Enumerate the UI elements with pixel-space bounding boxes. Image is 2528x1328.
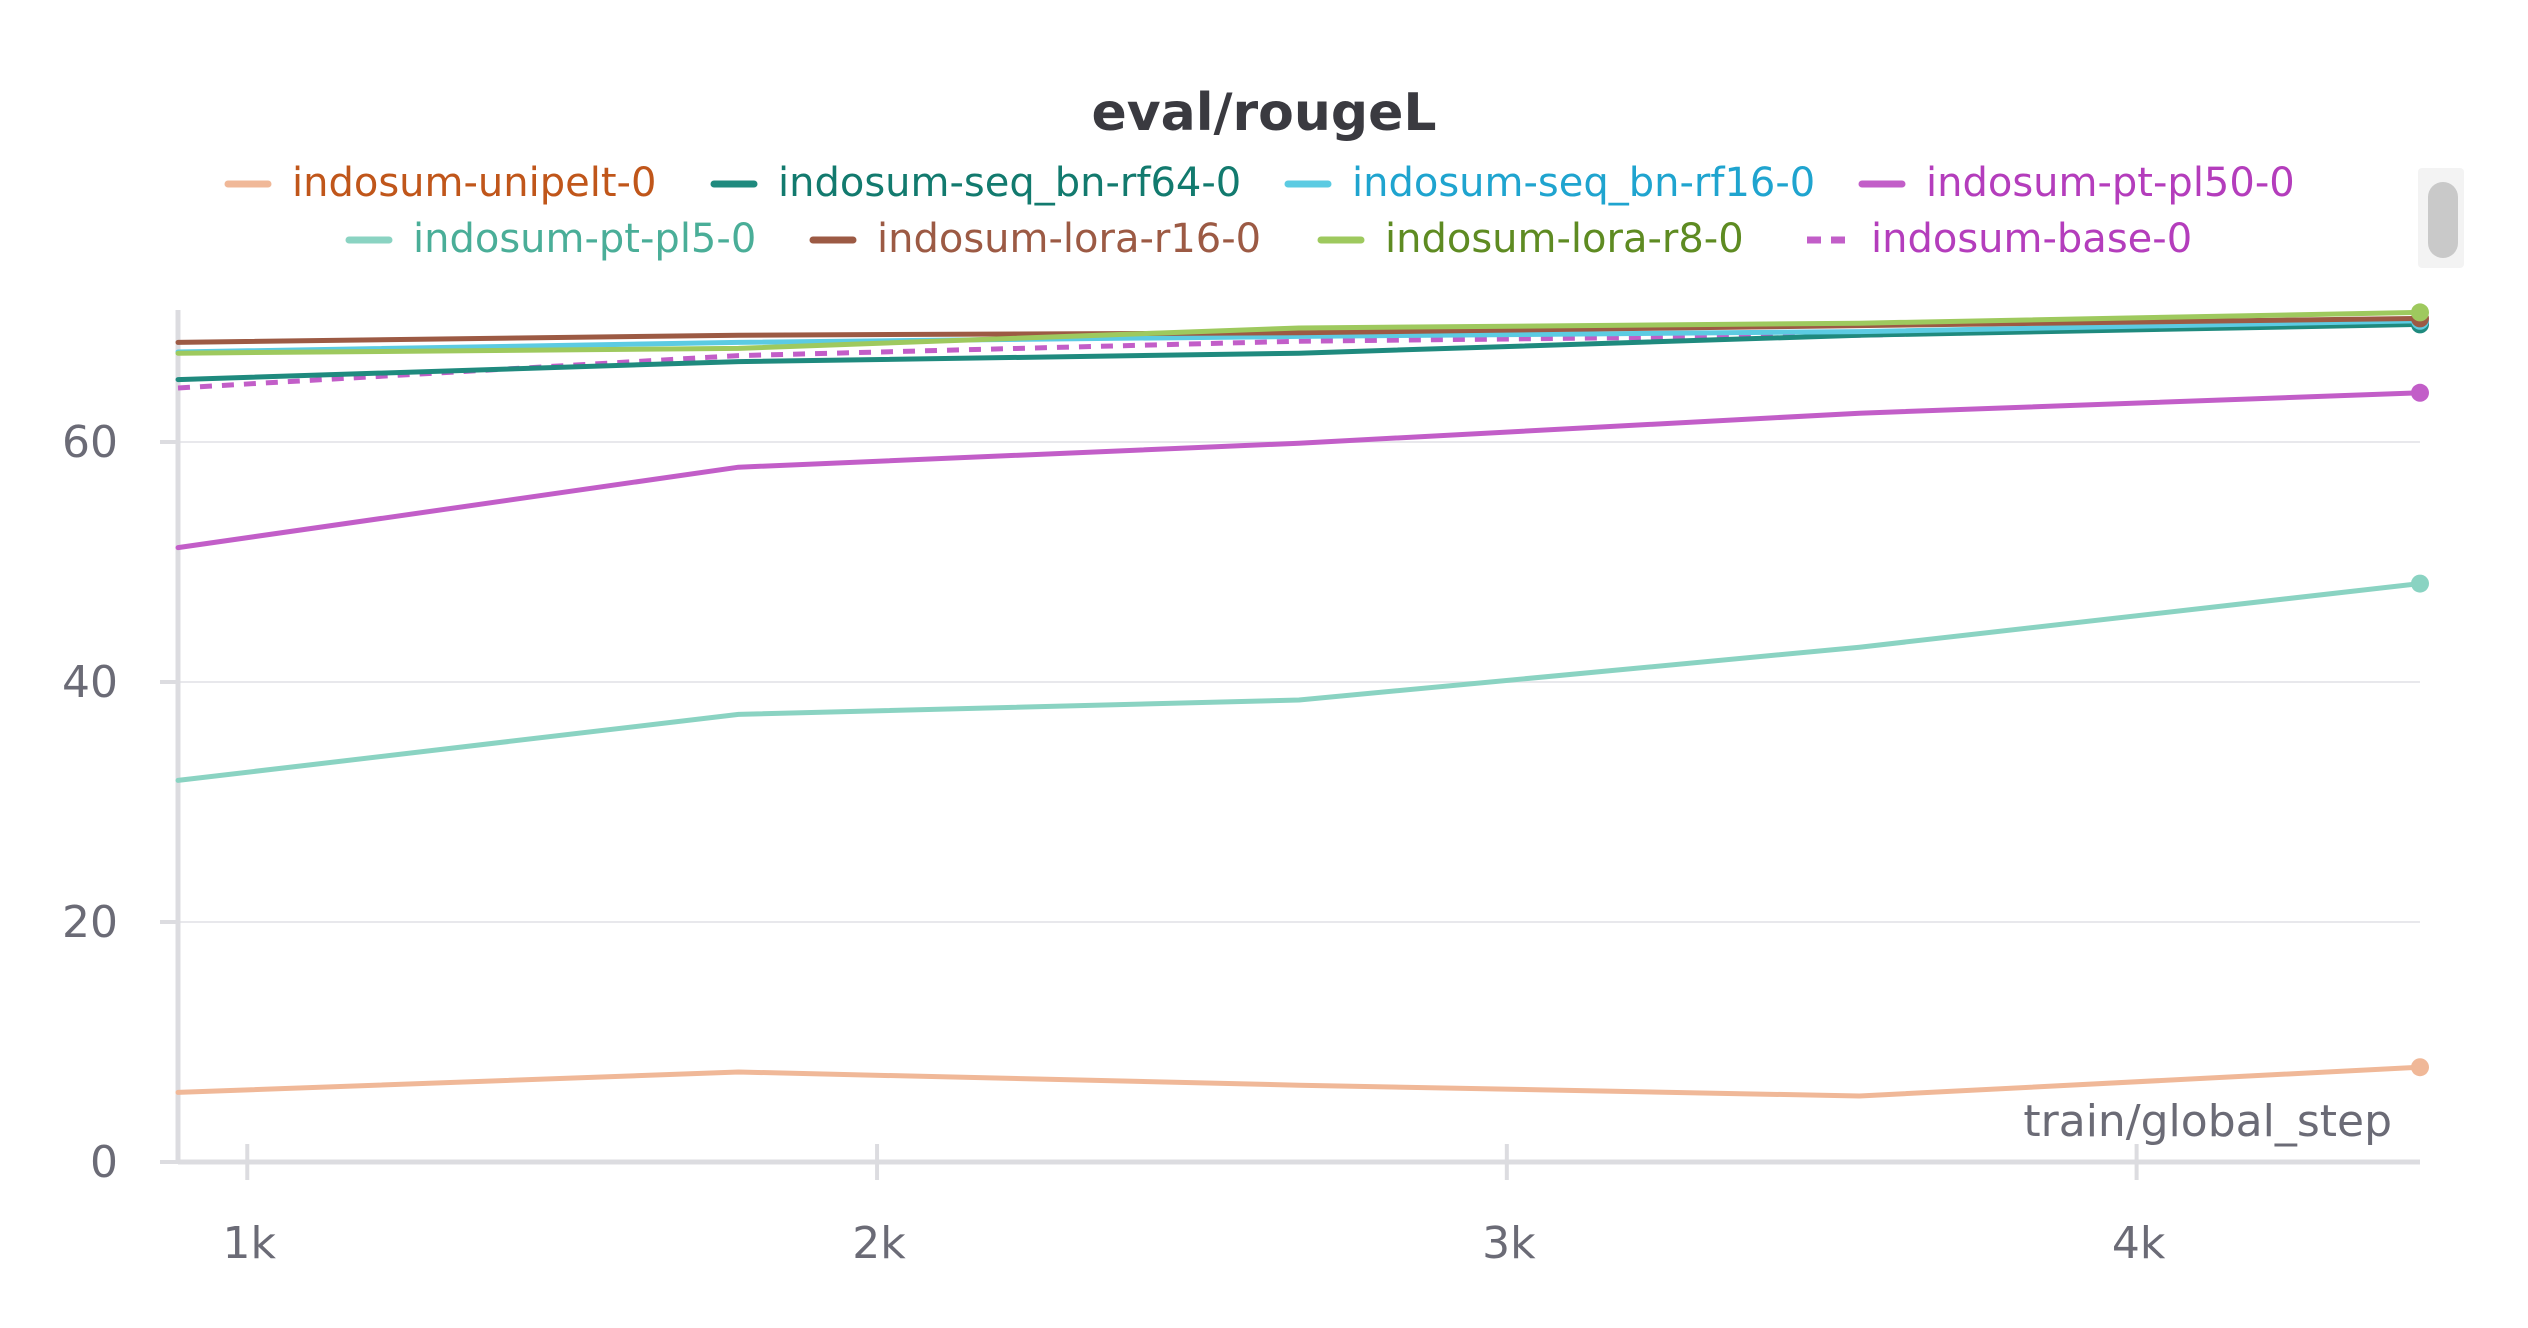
legend-label: indosum-seq_bn-rf16-0 [1352, 160, 1815, 206]
legend-label: indosum-seq_bn-rf64-0 [778, 160, 1241, 206]
legend-item-indosum-seq_bn-rf16-0[interactable]: indosum-seq_bn-rf16-0 [1284, 160, 1815, 206]
series-end-point[interactable] [2411, 1058, 2429, 1077]
series-end-point[interactable] [2411, 383, 2429, 402]
series-line-indosum-lora-r16-0[interactable] [175, 315, 2423, 345]
legend-label: indosum-pt-pl5-0 [413, 216, 756, 262]
series-line-indosum-unipelt-0[interactable] [175, 1064, 2423, 1099]
legend-label: indosum-unipelt-0 [292, 160, 656, 206]
series-end-point[interactable] [2411, 574, 2429, 593]
x-tick-label: 4k [2112, 1218, 2166, 1269]
y-tick-label: 60 [62, 417, 118, 468]
legend-label: indosum-pt-pl50-0 [1926, 160, 2295, 206]
axes: 1k 2k 3k 4k [175, 310, 2420, 1269]
legend-item-indosum-pt-pl5-0[interactable]: indosum-pt-pl5-0 [345, 216, 756, 262]
y-tick-label: 20 [62, 897, 118, 948]
x-tick-label: 1k [223, 1218, 277, 1269]
chart-legend: indosum-unipelt-0 indosum-seq_bn-rf64-0 in… [224, 160, 2295, 262]
legend-item-indosum-base-0[interactable]: indosum-base-0 [1807, 216, 2192, 262]
x-tick-label: 3k [1482, 1218, 1536, 1269]
series-layer [175, 303, 2429, 1099]
legend-item-indosum-pt-pl50-0[interactable]: indosum-pt-pl50-0 [1858, 160, 2295, 206]
legend-scrollbar-thumb[interactable] [2428, 182, 2458, 258]
series-line-indosum-seq_bn-rf16-0[interactable] [175, 318, 2423, 355]
legend-scrollbar[interactable] [2418, 168, 2464, 268]
legend-label: indosum-base-0 [1871, 216, 2192, 262]
series-end-point[interactable] [2411, 303, 2429, 322]
x-tick-label: 2k [852, 1218, 906, 1269]
chart-title: eval/rougeL [1091, 83, 1436, 143]
legend-label: indosum-lora-r8-0 [1385, 216, 1744, 262]
y-tick-label: 0 [90, 1137, 118, 1188]
x-axis-label: train/global_step [2023, 1096, 2392, 1147]
legend-item-indosum-seq_bn-rf64-0[interactable]: indosum-seq_bn-rf64-0 [710, 160, 1241, 206]
series-line-indosum-pt-pl50-0[interactable] [175, 390, 2423, 551]
legend-item-indosum-unipelt-0[interactable]: indosum-unipelt-0 [224, 160, 656, 206]
series-line-indosum-seq_bn-rf64-0[interactable] [175, 321, 2423, 383]
y-tick-label: 40 [62, 657, 118, 708]
series-line-indosum-pt-pl5-0[interactable] [175, 581, 2423, 783]
series-line-indosum-lora-r8-0[interactable] [175, 309, 2423, 356]
legend-item-indosum-lora-r16-0[interactable]: indosum-lora-r16-0 [809, 216, 1261, 262]
grid-lines: 0 20 40 60 [62, 417, 2420, 1188]
legend-item-indosum-lora-r8-0[interactable]: indosum-lora-r8-0 [1317, 216, 1744, 262]
legend-label: indosum-lora-r16-0 [877, 216, 1261, 262]
